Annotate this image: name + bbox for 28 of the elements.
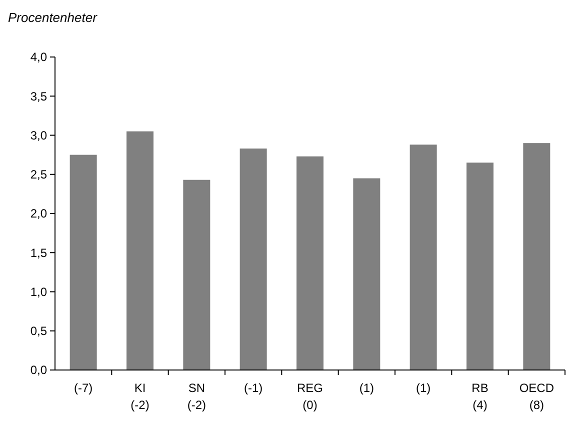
chart-title: Procentenheter: [8, 10, 98, 25]
x-tick-label: (1): [416, 381, 431, 395]
y-tick-label: 1,0: [30, 284, 48, 299]
y-tick-label: 0,5: [30, 324, 48, 338]
y-tick-label: 3,5: [30, 89, 48, 104]
x-tick-label: OECD (8): [519, 381, 554, 412]
bar: [126, 131, 154, 370]
y-tick-label: 2,0: [30, 206, 48, 221]
bar: [70, 154, 97, 370]
x-tick-label: RB (4): [472, 381, 488, 412]
bar: [353, 178, 380, 370]
bar: [296, 156, 324, 370]
y-tick-label: 0,0: [30, 363, 48, 378]
x-tick-label: REG (0): [296, 381, 324, 412]
x-tick-label: (1): [359, 381, 374, 395]
y-tick-label: 2,5: [30, 168, 48, 182]
bar: [240, 148, 267, 370]
x-tick-label: (-7): [74, 381, 93, 395]
x-tick-label: (-1): [244, 381, 263, 395]
x-tick-label: SN (-2): [187, 381, 206, 412]
x-tick-label: KI (-2): [130, 381, 150, 412]
bar: [466, 162, 494, 370]
bar: [410, 144, 437, 370]
y-tick-label: 4,0: [30, 50, 48, 64]
y-tick-label: 3,0: [30, 128, 48, 142]
bar: [183, 180, 210, 370]
bar: [523, 143, 550, 370]
y-tick-label: 1,5: [30, 246, 48, 260]
